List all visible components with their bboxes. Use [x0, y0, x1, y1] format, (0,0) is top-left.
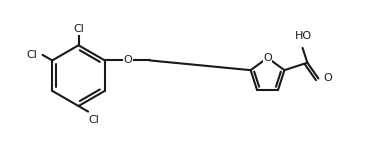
Text: Cl: Cl [73, 24, 84, 34]
Text: HO: HO [295, 31, 312, 41]
Text: Cl: Cl [88, 115, 99, 125]
Text: Cl: Cl [26, 50, 38, 60]
Text: O: O [263, 53, 272, 63]
Text: O: O [124, 55, 132, 65]
Text: O: O [324, 73, 332, 84]
